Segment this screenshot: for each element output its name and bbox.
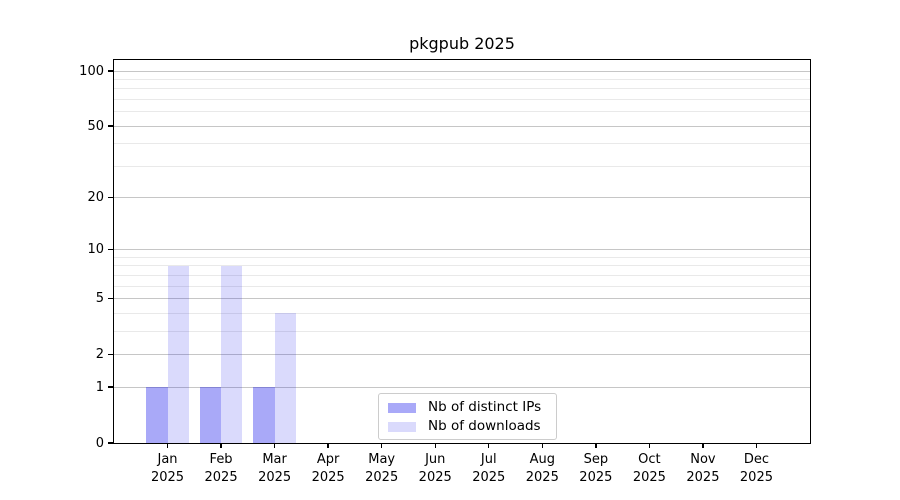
x-tick-month: Jul bbox=[480, 452, 497, 467]
x-tick-year: 2025 bbox=[739, 469, 773, 485]
gridline-major-100 bbox=[114, 70, 810, 72]
x-tick-year: 2025 bbox=[204, 469, 238, 485]
y-tick-mark-10 bbox=[107, 249, 113, 251]
legend-swatch-downloads bbox=[388, 421, 416, 432]
x-tick-month: Jun bbox=[425, 452, 446, 467]
x-tick-year: 2025 bbox=[525, 469, 559, 485]
gridline-major-50 bbox=[114, 125, 810, 127]
bar-distinct-ips-feb bbox=[199, 387, 222, 443]
y-tick-mark-20 bbox=[107, 196, 113, 199]
x-tick-year: 2025 bbox=[418, 469, 452, 485]
chart-title: pkgpub 2025 bbox=[409, 34, 515, 53]
x-tick-mark-may bbox=[380, 443, 383, 448]
x-tick-month: Jan bbox=[157, 452, 178, 467]
x-tick-mark-feb bbox=[220, 443, 222, 448]
bar-downloads-feb bbox=[221, 265, 243, 443]
gridline-minor-3 bbox=[114, 330, 810, 332]
x-tick-year: 2025 bbox=[472, 469, 506, 485]
x-tick-label-jun: Jun 2025 bbox=[403, 451, 467, 486]
x-tick-label-nov: Nov 2025 bbox=[671, 451, 735, 486]
x-tick-month: Aug bbox=[529, 452, 555, 467]
x-tick-year: 2025 bbox=[686, 469, 720, 485]
y-tick-label-20: 20 bbox=[87, 190, 104, 206]
x-tick-year: 2025 bbox=[365, 469, 399, 485]
y-tick-label-10: 10 bbox=[87, 242, 104, 258]
x-tick-label-apr: Apr 2025 bbox=[296, 451, 360, 486]
x-tick-label-oct: Oct 2025 bbox=[617, 451, 681, 486]
y-tick-mark-0 bbox=[107, 442, 113, 444]
y-tick-label-100: 100 bbox=[79, 63, 104, 79]
y-tick-mark-5 bbox=[107, 297, 113, 300]
x-tick-label-jul: Jul 2025 bbox=[457, 451, 521, 486]
bar-distinct-ips-mar bbox=[253, 387, 275, 443]
gridline-minor-90 bbox=[114, 79, 810, 81]
bar-downloads-jan bbox=[167, 265, 189, 443]
x-tick-month: Nov bbox=[690, 452, 716, 467]
x-tick-year: 2025 bbox=[258, 469, 292, 485]
y-tick-mark-100 bbox=[107, 70, 113, 72]
y-tick-label-0: 0 bbox=[95, 435, 104, 451]
x-tick-mark-oct bbox=[648, 443, 651, 448]
gridline-minor-4 bbox=[114, 312, 810, 314]
legend-swatch-distinct-ips bbox=[388, 402, 416, 413]
gridline-minor-70 bbox=[114, 99, 810, 101]
x-tick-mark-nov bbox=[702, 443, 704, 448]
x-tick-month: Mar bbox=[262, 452, 287, 467]
x-tick-mark-aug bbox=[541, 443, 543, 448]
bar-distinct-ips-jan bbox=[146, 387, 168, 443]
y-tick-label-50: 50 bbox=[87, 118, 104, 134]
legend-item-distinct-ips: Nb of distinct IPs bbox=[388, 400, 547, 415]
gridline-major-20 bbox=[114, 197, 810, 199]
x-tick-month: Dec bbox=[743, 452, 770, 467]
gridline-major-2 bbox=[114, 353, 810, 355]
x-tick-mark-jul bbox=[488, 443, 490, 448]
x-tick-mark-sep bbox=[595, 443, 597, 448]
y-tick-mark-2 bbox=[107, 353, 113, 356]
x-tick-month: Sep bbox=[583, 452, 609, 467]
x-tick-mark-jun bbox=[434, 443, 436, 448]
x-tick-label-sep: Sep 2025 bbox=[564, 451, 628, 486]
gridline-major-1 bbox=[114, 386, 810, 388]
x-tick-year: 2025 bbox=[150, 469, 185, 485]
gridline-minor-30 bbox=[114, 165, 810, 167]
x-tick-mark-jan bbox=[166, 443, 169, 448]
x-tick-month: Oct bbox=[638, 452, 661, 467]
y-tick-label-2: 2 bbox=[95, 346, 104, 362]
y-tick-mark-1 bbox=[107, 386, 113, 388]
x-tick-label-jan: Jan 2025 bbox=[136, 451, 200, 486]
x-tick-mark-mar bbox=[273, 443, 276, 448]
x-tick-year: 2025 bbox=[632, 469, 666, 485]
y-tick-label-1: 1 bbox=[95, 379, 104, 395]
gridline-minor-9 bbox=[114, 256, 810, 258]
gridline-major-10 bbox=[114, 249, 810, 251]
gridline-minor-6 bbox=[114, 285, 810, 287]
legend-label-downloads: Nb of downloads bbox=[428, 418, 541, 434]
x-tick-month: May bbox=[368, 452, 396, 467]
gridline-minor-7 bbox=[114, 274, 810, 276]
y-tick-mark-50 bbox=[107, 125, 113, 127]
x-tick-label-mar: Mar 2025 bbox=[243, 451, 307, 486]
x-tick-label-dec: Dec 2025 bbox=[724, 451, 788, 486]
x-tick-year: 2025 bbox=[311, 469, 345, 485]
legend-label-distinct-ips: Nb of distinct IPs bbox=[428, 399, 542, 415]
gridline-minor-8 bbox=[114, 265, 810, 267]
gridline-minor-80 bbox=[114, 88, 810, 90]
legend: Nb of distinct IPs Nb of downloads bbox=[378, 393, 557, 440]
gridline-minor-60 bbox=[114, 111, 810, 113]
x-tick-mark-apr bbox=[327, 443, 329, 448]
x-tick-month: Apr bbox=[316, 452, 340, 467]
plot-area: Nb of distinct IPs Nb of downloads 0 1 2 5 1… bbox=[79, 59, 811, 485]
x-tick-year: 2025 bbox=[579, 469, 613, 485]
bar-downloads-mar bbox=[274, 313, 297, 443]
x-tick-month: Feb bbox=[209, 452, 233, 467]
x-tick-label-may: May 2025 bbox=[350, 451, 414, 486]
gridline-major-5 bbox=[114, 298, 810, 300]
x-tick-mark-dec bbox=[755, 443, 758, 448]
gridline-minor-40 bbox=[114, 143, 810, 145]
y-tick-label-5: 5 bbox=[95, 291, 104, 307]
x-tick-label-feb: Feb 2025 bbox=[189, 451, 253, 486]
x-tick-label-aug: Aug 2025 bbox=[510, 451, 574, 486]
legend-item-downloads: Nb of downloads bbox=[388, 419, 547, 434]
